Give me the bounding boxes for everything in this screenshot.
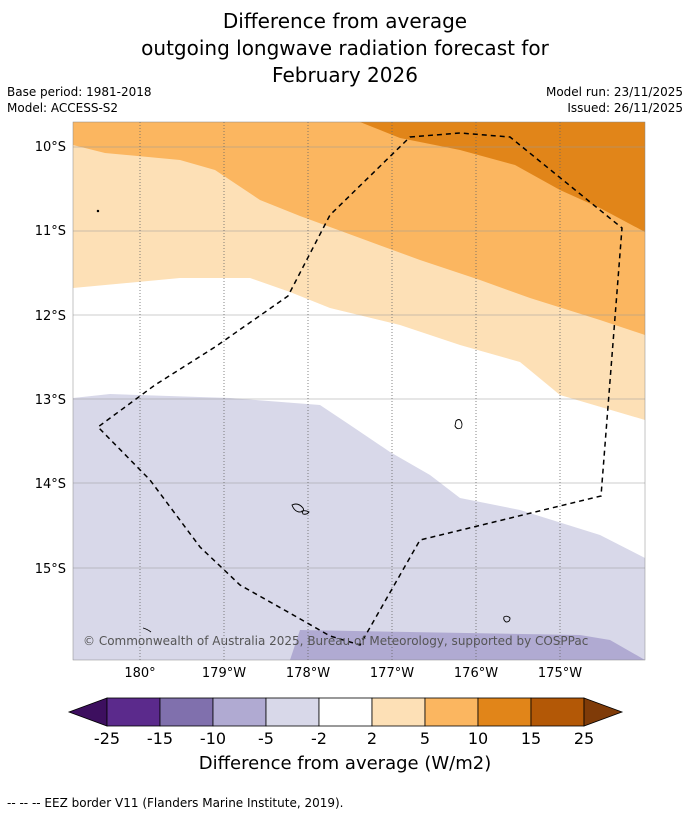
lat-label-10s: 10°S [35,140,66,155]
colorbar-swatch [265,697,320,727]
anomaly-band-minus-2-to-minus-5 [73,394,645,660]
colorbar-swatch [424,697,479,727]
lat-label-13s: 13°S [35,393,66,408]
title-line-1: Difference from average [222,9,468,33]
copyright-notice: © Commonwealth of Australia 2025, Bureau… [83,634,588,648]
lat-label-14s: 14°S [35,477,66,492]
map-frame [72,121,646,661]
island-west-small [301,510,310,515]
colorbar-arrow-high [583,697,624,727]
eez-border [96,132,623,646]
issued-date: Issued: 26/11/2025 [567,101,683,115]
island-north [454,419,463,430]
colorbar-tick-label: -5 [258,729,274,748]
colorbar-ticks: -25 -15 -10 -5 -2 2 5 10 15 25 [94,729,594,748]
islands [96,209,511,633]
island-southwest [142,627,152,633]
colorbar-tick-label: -15 [147,729,173,748]
base-period: Base period: 1981-2018 [7,85,152,99]
colorbar-tick-label: 2 [367,729,377,748]
anomaly-band-plus-5-to-10 [73,122,645,335]
map-fill-layers [73,122,645,660]
eez-legend-note: -- -- -- EEZ border V11 (Flanders Marine… [7,796,344,810]
colorbar-tick-label: -10 [200,729,226,748]
colorbar-title: Difference from average (W/m2) [198,753,492,774]
chart-title: Difference from average outgoing longwav… [0,8,690,89]
lon-label-176w: 176°W [454,666,498,681]
colorbar-tick-label: 10 [468,729,488,748]
colorbar-swatch [318,697,373,727]
model-name: Model: ACCESS-S2 [7,101,119,115]
lat-label-11s: 11°S [35,224,66,239]
lat-label-12s: 12°S [35,309,66,324]
island-dot [96,209,100,213]
lon-label-180: 180° [124,666,155,681]
meta-right: Model run: 23/11/2025 Issued: 26/11/2025 [546,84,683,116]
lon-label-177w: 177°W [370,666,414,681]
colorbar-swatch [159,697,214,727]
grid-lines [73,146,645,569]
colorbar-swatches [67,697,624,727]
lon-label-175w: 175°W [538,666,582,681]
model-run: Model run: 23/11/2025 [545,85,683,99]
lon-labels: 180° 179°W 178°W 177°W 176°W 175°W [124,666,582,681]
anomaly-band-minus-5-to-minus-10 [290,630,645,660]
colorbar-swatch [477,697,532,727]
colorbar-swatch [371,697,426,727]
colorbar-tick-label: 15 [521,729,541,748]
anomaly-band-plus-10-to-15 [360,122,645,232]
colorbar-swatch [212,697,267,727]
colorbar-tick-label: -25 [94,729,120,748]
title-line-2: outgoing longwave radiation forecast for [141,36,549,60]
colorbar-arrow-low [67,697,108,727]
colorbar-swatch [530,697,585,727]
lat-labels: 10°S 11°S 12°S 13°S 14°S 15°S [35,140,66,577]
island-southeast [503,615,511,623]
lon-label-178w: 178°W [286,666,330,681]
colorbar-swatch [106,697,161,727]
colorbar-tick-label: 5 [420,729,430,748]
title-line-3: February 2026 [272,63,418,87]
lat-label-15s: 15°S [35,562,66,577]
meta-left: Base period: 1981-2018 Model: ACCESS-S2 [7,84,152,116]
colorbar-tick-label: -2 [311,729,327,748]
colorbar-tick-label: 25 [574,729,594,748]
lon-label-179w: 179°W [202,666,246,681]
